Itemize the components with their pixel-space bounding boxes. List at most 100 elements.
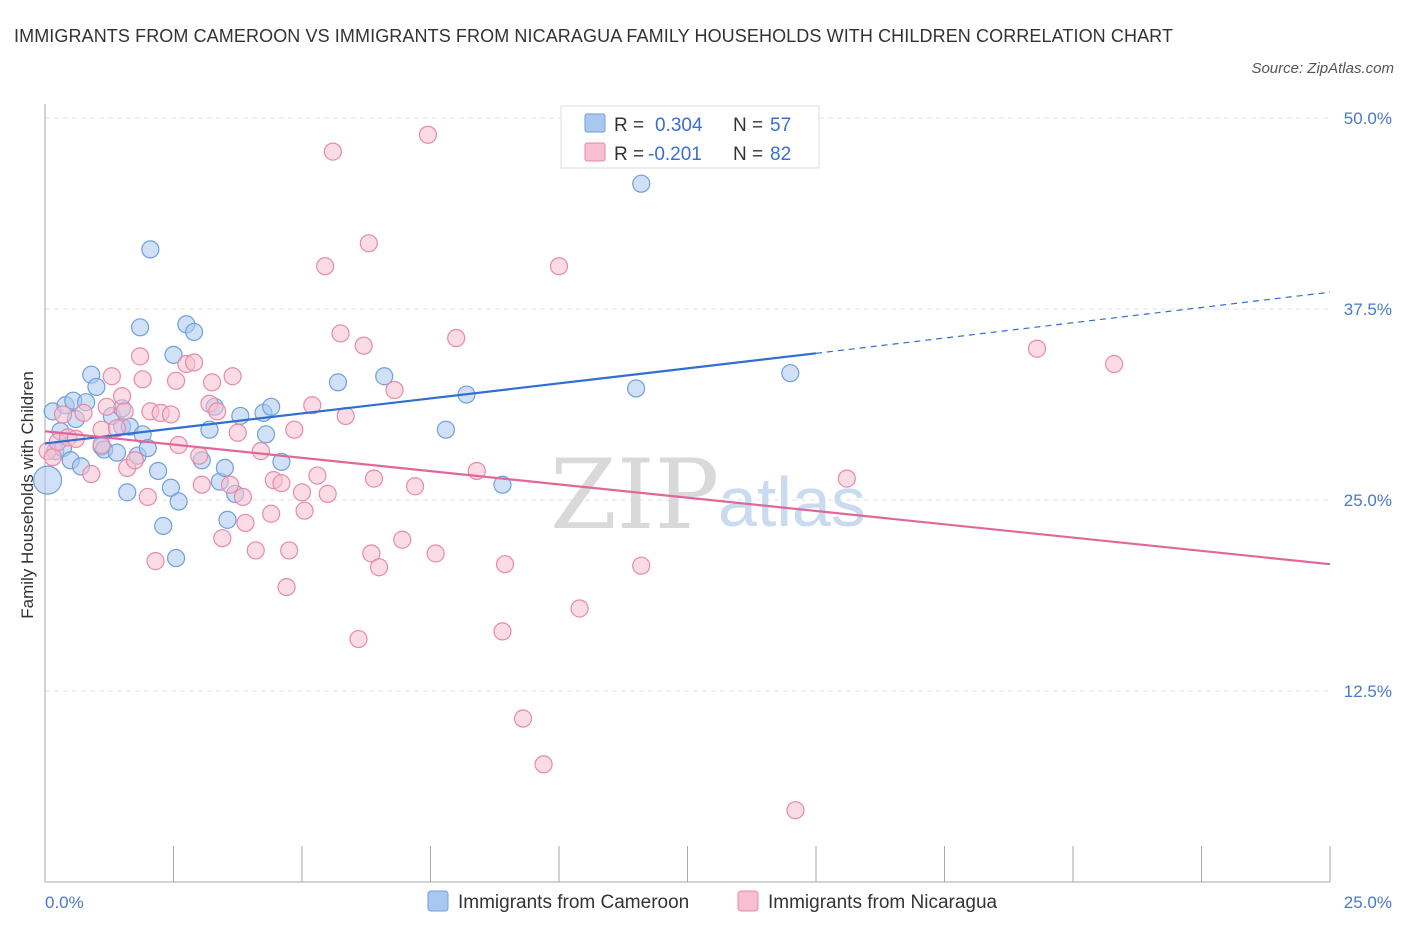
legend-r-label: R = — [614, 144, 644, 165]
data-point — [349, 629, 368, 649]
data-point — [375, 367, 394, 386]
data-point — [32, 465, 63, 495]
data-point — [262, 397, 281, 416]
data-point — [534, 755, 553, 774]
data-point — [549, 257, 569, 276]
data-point — [256, 425, 276, 444]
data-point — [285, 420, 304, 439]
data-point — [148, 461, 168, 481]
data-point — [626, 379, 646, 398]
data-point — [233, 487, 252, 507]
data-point — [215, 458, 234, 478]
data-point — [107, 443, 127, 462]
data-point — [161, 405, 181, 424]
watermark: ZIP atlas — [550, 439, 866, 551]
data-point — [184, 322, 204, 342]
legend-n-value-nicaragua: 82 — [770, 144, 791, 165]
data-point — [125, 451, 145, 470]
data-point — [513, 709, 533, 728]
data-point — [115, 402, 134, 421]
watermark-zip: ZIP — [550, 439, 719, 551]
y-tick-labels: 12.5% 25.0% 37.5% 50.0% — [1344, 109, 1392, 701]
data-point — [495, 555, 515, 574]
data-point — [213, 529, 232, 548]
y-tick-label: 25.0% — [1344, 491, 1392, 510]
data-point — [354, 336, 373, 355]
trend-lines — [44, 291, 1331, 566]
data-point — [208, 402, 227, 421]
data-point — [292, 483, 312, 502]
data-point — [74, 403, 93, 423]
bottom-legend-label-nicaragua: Immigrants from Nicaragua — [768, 892, 998, 913]
data-point — [426, 544, 445, 563]
bottom-legend-swatch-nicaragua — [737, 890, 759, 912]
legend-r-value-cameroon: 0.304 — [655, 115, 703, 136]
legend-n-label: N = — [733, 144, 763, 165]
series-legend: Immigrants from Cameroon Immigrants from… — [427, 890, 998, 913]
data-point — [418, 125, 438, 144]
y-tick-label: 37.5% — [1344, 300, 1392, 319]
x-tick-label: 0.0% — [45, 893, 84, 912]
data-point — [53, 405, 73, 424]
data-point — [138, 438, 157, 458]
data-point — [328, 373, 348, 392]
data-point — [161, 478, 181, 497]
data-point — [632, 556, 651, 575]
data-point — [154, 516, 173, 536]
data-point — [192, 475, 211, 494]
data-point — [272, 452, 291, 471]
data-point — [632, 174, 651, 193]
source-label: Source: ZipAtlas.com — [1251, 60, 1394, 77]
data-point — [190, 446, 209, 465]
data-point — [837, 469, 856, 488]
data-point — [303, 396, 322, 415]
data-point — [43, 448, 62, 467]
data-point — [393, 530, 412, 549]
grid-lines — [45, 117, 1330, 692]
legend-swatch-nicaragua — [584, 142, 606, 162]
legend-n-value-cameroon: 57 — [770, 115, 791, 136]
data-point — [493, 475, 512, 494]
trend-line-nicaragua — [44, 430, 1331, 566]
data-point — [316, 257, 335, 276]
x-tick-labels: 0.0% 25.0% — [45, 893, 1392, 912]
data-point — [220, 475, 240, 494]
data-point — [107, 419, 127, 438]
data-point — [781, 364, 800, 383]
data-point — [164, 345, 183, 364]
data-point — [262, 504, 281, 523]
y-tick-label: 50.0% — [1344, 109, 1392, 128]
data-point — [359, 234, 378, 253]
data-point — [786, 801, 805, 820]
legend-r-value-nicaragua: -0.201 — [648, 144, 702, 165]
data-point — [385, 380, 404, 400]
data-point — [1105, 354, 1124, 374]
data-point — [87, 377, 106, 397]
data-point — [272, 474, 291, 493]
chart-title: IMMIGRANTS FROM CAMEROON VS IMMIGRANTS F… — [14, 26, 1174, 46]
data-point — [130, 318, 150, 337]
data-point — [251, 442, 270, 461]
data-point — [280, 541, 299, 560]
data-point — [166, 371, 186, 390]
data-point — [141, 240, 160, 259]
data-point — [323, 142, 342, 161]
data-point — [138, 487, 157, 507]
series-nicaragua — [38, 125, 1124, 820]
data-point — [364, 469, 384, 488]
data-point — [102, 367, 121, 386]
data-point — [277, 577, 296, 597]
data-point — [370, 558, 389, 577]
bottom-legend-label-cameroon: Immigrants from Cameroon — [458, 892, 689, 913]
data-point — [92, 435, 111, 455]
data-point — [493, 622, 512, 641]
data-point — [166, 548, 186, 568]
trend-line-cameroon — [44, 352, 817, 445]
data-point — [130, 347, 150, 366]
data-point — [82, 464, 101, 484]
legend-swatch-cameroon — [584, 113, 606, 133]
data-point — [228, 423, 247, 442]
data-point — [570, 599, 589, 618]
x-tick-label: 25.0% — [1344, 893, 1392, 912]
